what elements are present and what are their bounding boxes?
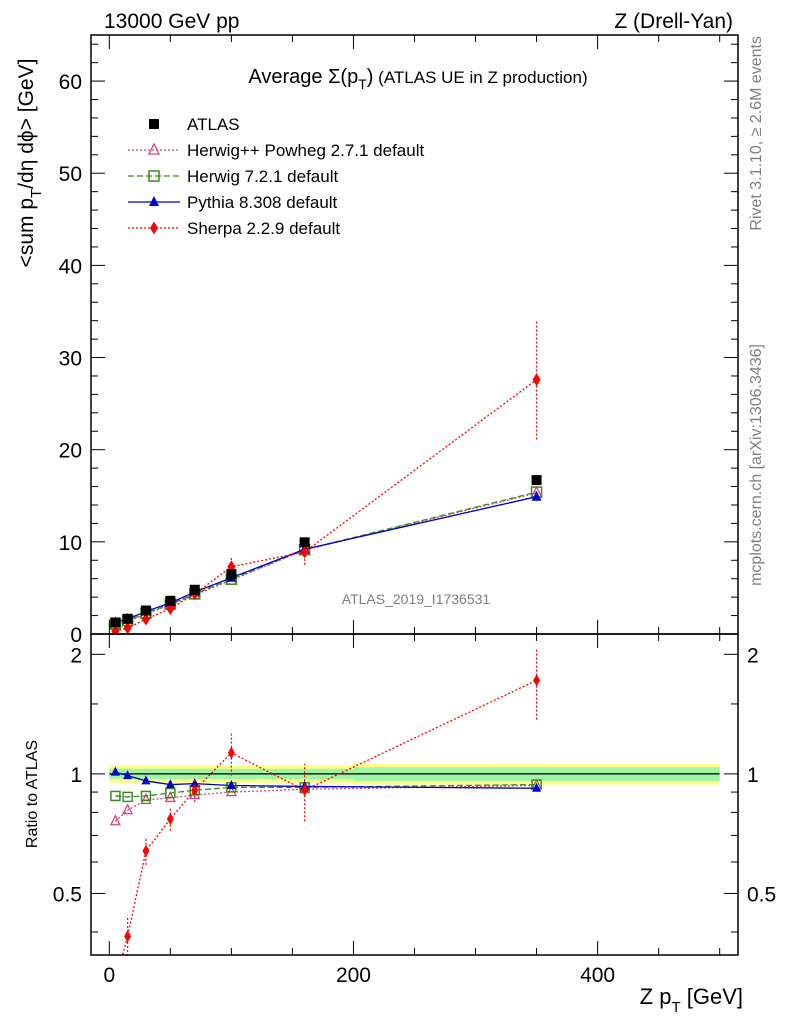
ylabel-main-sub: T [28,189,45,198]
ratio-series-sherpa [121,648,541,955]
ylabel-main-b: /dη dϕ> [GeV] [15,59,38,189]
main-point-atlas [140,605,151,616]
main-point-sherpa [532,373,541,387]
legend: ATLAS Herwig++ Powheg 2.7.1 default Herwig… [128,115,424,238]
legend-marker-herwig7 [148,170,160,182]
ratio-point-sherpa [301,784,309,797]
analysis-id: ATLAS_2019_I1736531 [342,591,491,607]
ratio-line-sherpa [121,679,537,955]
ratio-point-herwigpp [140,792,152,805]
title-sub: T [358,76,367,92]
legend-item-pythia: Pythia 8.308 default [128,193,338,212]
ratio-point-herwigpp [122,803,134,815]
xlabel-a: Z p [640,984,672,1009]
ratio-point-herwig7 [140,790,152,802]
xlabel-sub: T [671,999,680,1016]
ratio-line-herwigpp [114,784,537,822]
title-close: ) [367,66,374,88]
x-tick-label: 200 [336,964,371,987]
legend-marker-herwigpp [147,142,161,155]
ratio-line-herwig7 [115,783,537,798]
legend-item-herwig7: Herwig 7.2.1 default [128,167,338,186]
main-y-tick-label: 10 [59,532,82,555]
ratio-y-tick-label: 1 [70,764,82,787]
main-point-sherpa [111,624,120,634]
ratio-y-tick-label-right: 2 [747,644,759,667]
ratio-y-tick-label-right: 1 [747,764,759,787]
ratio-point-pythia [141,775,151,785]
legend-label-herwig7: Herwig 7.2.1 default [187,167,338,186]
main-point-atlas [122,613,133,624]
main-y-tick-label: 30 [59,348,82,371]
main-point-atlas [165,595,176,606]
main-point-sherpa [123,621,132,634]
main-point-atlas [110,617,121,628]
main-point-atlas [299,537,310,548]
xlabel-b: [GeV] [681,984,743,1009]
legend-marker-pythia [149,196,159,206]
legend-label-pythia: Pythia 8.308 default [187,193,338,212]
ratio-point-pythia [190,778,200,788]
mcplots-label: mcplots.cern.ch [arXiv:1306.3436] [748,344,765,586]
main-y-tick-label: 0 [70,624,82,647]
legend-item-atlas: ATLAS [149,115,240,134]
header-left: 13000 GeV pp [104,10,239,33]
ratio-point-sherpa [166,812,174,825]
legend-label-herwigpp: Herwig++ Powheg 2.7.1 default [187,141,424,160]
ratio-point-herwig7 [165,787,176,799]
title-prefix: Average [248,66,328,88]
main-panel: 0 10 20 30 40 50 60 [59,34,739,647]
x-tick-label: 400 [580,964,615,987]
ratio-point-sherpa [533,674,541,687]
main-point-atlas [226,569,237,580]
y-axis-label-ratio: Ratio to ATLAS [24,740,41,848]
ratio-point-sherpa [124,930,132,943]
ratio-point-herwigpp [225,785,237,797]
legend-label-sherpa: Sherpa 2.2.9 default [187,219,340,238]
ratio-frame [90,633,739,956]
ratio-y-tick-label-right: 0.5 [747,883,776,906]
main-point-sherpa [300,545,309,559]
ratio-point-herwig7 [110,790,121,802]
ratio-point-herwig7 [122,791,133,803]
main-y-tick-label: 20 [59,440,82,463]
ratio-point-sherpa [191,784,199,797]
ratio-point-pythia [226,779,236,789]
ylabel-main-a: <sum p [15,198,38,267]
legend-marker-atlas [149,119,159,129]
main-y-tick-label: 50 [59,163,82,186]
legend-marker-sherpa [150,221,158,235]
ratio-point-sherpa [227,746,235,759]
header-right: Z (Drell-Yan) [614,10,733,33]
main-y-tick-label: 40 [59,255,82,278]
ratio-point-sherpa [142,844,150,857]
title-sigma: Σ(p [328,66,358,88]
ratio-point-pythia [123,770,133,780]
legend-label-atlas: ATLAS [187,115,240,134]
ratio-point-pythia [532,782,542,792]
main-y-tick-label: 60 [59,71,82,94]
rivet-label: Rivet 3.1.10, ≥ 2.6M events [748,36,765,231]
ratio-point-herwigpp [109,814,121,826]
ratio-panel: 0.5 0.5 1 1 2 2 0 200 400 [53,633,776,987]
ratio-point-pythia [165,779,175,789]
x-axis-label: Z pT [GeV] [640,984,743,1016]
title-suffix: (ATLAS UE in Z production) [373,68,587,87]
main-point-pythia [531,490,542,501]
main-point-atlas [189,584,200,595]
x-tick-label: 0 [103,964,115,987]
main-point-sherpa [141,612,150,626]
legend-item-sherpa: Sherpa 2.2.9 default [128,219,340,238]
main-series-atlas [110,475,542,628]
legend-item-herwigpp: Herwig++ Powheg 2.7.1 default [128,141,424,160]
ratio-y-tick-label: 2 [70,644,82,667]
ratio-point-pythia [110,766,120,776]
ratio-y-tick-label: 0.5 [53,883,82,906]
main-point-atlas [531,475,542,486]
y-axis-label-main: <sum pT/dη dϕ> [GeV] [15,59,45,268]
plot-title: Average Σ(pT) (ATLAS UE in Z production) [248,66,587,92]
